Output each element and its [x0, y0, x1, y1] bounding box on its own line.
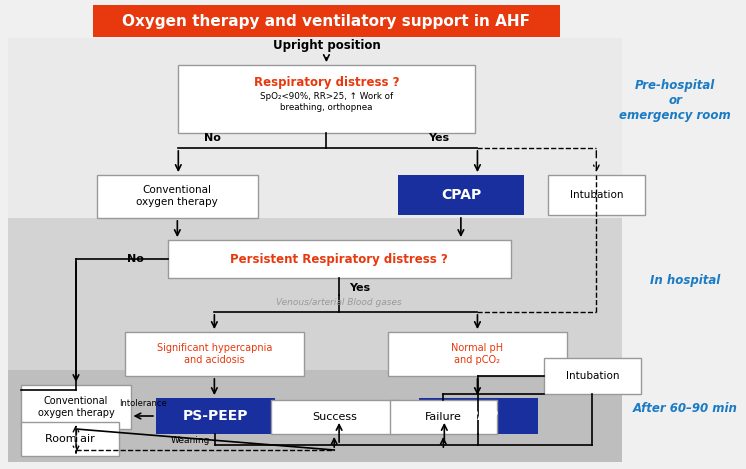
Bar [22, 422, 119, 456]
Text: Respiratory distress ?: Respiratory distress ? [254, 76, 399, 89]
Text: No: No [128, 254, 144, 264]
Text: Room air: Room air [46, 434, 95, 444]
Bar [388, 332, 567, 376]
Text: In hospital: In hospital [650, 273, 720, 287]
Bar [7, 370, 621, 462]
Bar [125, 332, 304, 376]
Bar [93, 5, 560, 37]
Text: Failure: Failure [425, 412, 462, 422]
Text: CPAP: CPAP [441, 188, 481, 202]
Text: Upright position: Upright position [272, 38, 380, 52]
Bar [178, 65, 474, 133]
Text: Normal pH
and pCO₂: Normal pH and pCO₂ [451, 343, 504, 365]
Text: After 60–90 min: After 60–90 min [633, 401, 738, 415]
Text: Intolerance: Intolerance [119, 399, 167, 408]
Text: PS-PEEP: PS-PEEP [183, 409, 248, 423]
Bar [419, 398, 538, 434]
Text: Conventional
oxygen therapy: Conventional oxygen therapy [37, 396, 114, 418]
Text: Success: Success [312, 412, 357, 422]
Bar [271, 400, 398, 434]
Text: CPAP: CPAP [458, 409, 498, 423]
Bar [98, 175, 258, 218]
Text: No: No [204, 133, 221, 143]
Bar [22, 385, 131, 429]
Text: Intubation: Intubation [569, 190, 623, 200]
Text: Pre-hospital
or
emergency room: Pre-hospital or emergency room [619, 78, 731, 121]
Text: Venous/arterial Blood gases: Venous/arterial Blood gases [276, 297, 402, 307]
Bar [7, 38, 621, 218]
Bar [168, 240, 510, 278]
Text: Weaning: Weaning [170, 436, 210, 445]
Bar [398, 175, 524, 215]
Text: Yes: Yes [428, 133, 449, 143]
Bar [544, 358, 641, 394]
Bar [7, 218, 621, 370]
Text: Intubation: Intubation [565, 371, 619, 381]
Bar [548, 175, 645, 215]
Text: Yes: Yes [349, 283, 370, 293]
Text: SpO₂<90%, RR>25, ↑ Work of
breathing, orthopnea: SpO₂<90%, RR>25, ↑ Work of breathing, or… [260, 92, 393, 112]
Text: Persistent Respiratory distress ?: Persistent Respiratory distress ? [231, 252, 448, 265]
Text: Conventional
oxygen therapy: Conventional oxygen therapy [137, 185, 219, 207]
Bar [389, 400, 497, 434]
Text: Significant hypercapnia
and acidosis: Significant hypercapnia and acidosis [157, 343, 272, 365]
Bar [156, 398, 275, 434]
Text: Oxygen therapy and ventilatory support in AHF: Oxygen therapy and ventilatory support i… [122, 14, 530, 29]
